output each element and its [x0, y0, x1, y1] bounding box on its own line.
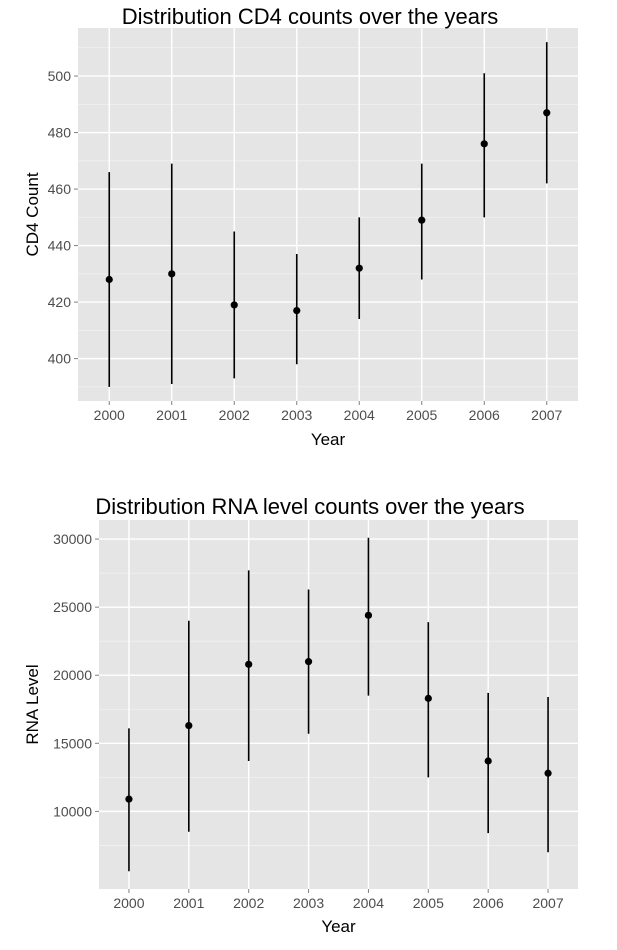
x-tick-label: 2004 — [353, 895, 384, 911]
data-point — [418, 216, 426, 224]
data-point — [105, 275, 113, 284]
data-point — [544, 769, 552, 777]
x-tick-label: 2007 — [532, 895, 563, 911]
data-point — [355, 264, 363, 272]
x-tick-label: 2004 — [344, 407, 375, 423]
chart-title: Distribution CD4 counts over the years — [122, 4, 499, 29]
plot-panel — [99, 520, 578, 889]
x-tick-label: 2005 — [406, 407, 437, 423]
data-point — [543, 109, 551, 117]
y-tick-label: 440 — [48, 238, 72, 254]
y-tick-label: 10000 — [53, 803, 92, 819]
y-tick-label: 20000 — [53, 667, 92, 683]
x-tick-label: 2002 — [219, 407, 250, 423]
x-tick-label: 2005 — [413, 895, 444, 911]
y-tick-label: 460 — [48, 181, 72, 197]
data-point — [125, 795, 133, 803]
x-tick-label: 2006 — [473, 895, 504, 911]
x-tick-label: 2006 — [469, 407, 500, 423]
y-tick-label: 25000 — [53, 599, 92, 615]
x-tick-label: 2000 — [113, 895, 144, 911]
data-point — [364, 611, 373, 619]
y-axis-label: RNA Level — [23, 664, 42, 744]
x-axis-label: Year — [311, 430, 346, 449]
y-tick-label: 420 — [48, 294, 72, 310]
data-point — [304, 658, 313, 666]
y-tick-label: 30000 — [53, 531, 92, 547]
y-axis-label: CD4 Count — [23, 172, 42, 256]
data-point — [168, 270, 176, 278]
data-point — [185, 722, 193, 730]
x-tick-label: 2001 — [173, 895, 204, 911]
y-tick-label: 480 — [48, 125, 72, 141]
data-point — [424, 694, 432, 702]
y-tick-label: 500 — [48, 68, 72, 84]
x-tick-label: 2003 — [281, 407, 312, 423]
plot-panel — [78, 28, 578, 401]
data-point — [484, 757, 492, 765]
x-tick-label: 2007 — [531, 407, 562, 423]
x-tick-label: 2002 — [233, 895, 264, 911]
y-tick-label: 15000 — [53, 735, 92, 751]
y-tick-label: 400 — [48, 351, 72, 367]
chart-title: Distribution RNA level counts over the y… — [95, 494, 524, 519]
data-point — [480, 140, 488, 148]
x-tick-label: 2001 — [156, 407, 187, 423]
data-point — [245, 660, 253, 668]
x-axis-label: Year — [321, 917, 356, 936]
data-point — [230, 301, 238, 309]
x-tick-label: 2000 — [94, 407, 125, 423]
data-point — [293, 306, 301, 315]
x-tick-label: 2003 — [293, 895, 324, 911]
rna-chart: 10000 15000 20000 25000 30000 2000 2001 2002 200… — [23, 494, 578, 936]
cd4-chart: 400 420 440 460 480 500 2000 2001 2002 2003 2004 20… — [23, 4, 578, 449]
